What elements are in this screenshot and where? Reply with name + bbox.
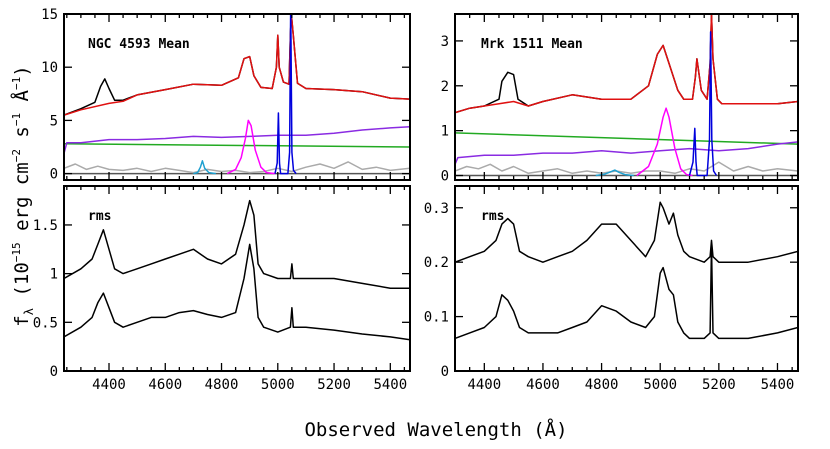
axis-frame xyxy=(63,13,411,181)
series-rms-upper xyxy=(64,199,410,289)
y-tick-label: 2 xyxy=(441,79,449,95)
series-rms-lower xyxy=(455,245,798,340)
x-tick-label: 4600 xyxy=(526,377,560,393)
x-tick-label: 5400 xyxy=(373,377,407,393)
y-axis-title: fλ (10−15 erg cm−2 s−1 Å−1) xyxy=(10,65,36,326)
series-heii xyxy=(595,169,634,177)
series-host xyxy=(64,126,410,154)
y-tick-label: 0.2 xyxy=(424,255,449,271)
x-tick-label: 4600 xyxy=(148,377,182,393)
series-hbeta xyxy=(226,119,276,175)
x-tick-label: 5200 xyxy=(317,377,351,393)
y-tick-label: 1 xyxy=(50,267,58,283)
series-model xyxy=(64,14,410,116)
y-tick-label: 0 xyxy=(441,364,449,380)
series-powerlaw xyxy=(64,143,410,148)
axis-frame xyxy=(63,185,411,372)
series-oiii xyxy=(688,31,718,177)
series-oiii xyxy=(274,14,297,175)
x-tick-label: 5200 xyxy=(702,377,736,393)
series-hbeta xyxy=(636,107,693,177)
x-tick-label: 5000 xyxy=(261,377,295,393)
x-tick-label: 5400 xyxy=(761,377,795,393)
panel-ngc-4593-mean: 0 5 10 15 NGC 4593 Mean xyxy=(41,7,411,183)
panel-label: Mrk 1511 Mean xyxy=(481,37,583,52)
panel-label: rms xyxy=(88,209,111,224)
y-tick-label: 1.5 xyxy=(33,218,58,234)
series-feii xyxy=(455,161,798,175)
panel-mrk-1511-mean: 0 1 2 3 Mrk 1511 Mean xyxy=(441,13,799,185)
x-tick-label: 4800 xyxy=(585,377,619,393)
y-tick-label: 15 xyxy=(41,7,58,23)
panel-ngc-4593-rms: 4400 4600 4800 5000 5200 5400 0 0.5 1 1.5 rms xyxy=(33,185,411,393)
y-tick-label: 0.5 xyxy=(33,315,58,331)
y-tick-label: 3 xyxy=(441,34,449,50)
axis-frame xyxy=(454,185,799,372)
series-total xyxy=(455,14,798,114)
y-tick-label: 0 xyxy=(441,169,449,185)
series-rms-lower xyxy=(64,243,410,341)
series-host xyxy=(455,141,798,165)
series-powerlaw xyxy=(455,132,798,145)
y-tick-label: 0 xyxy=(50,364,58,380)
axis-frame xyxy=(454,13,799,181)
series-rms-upper xyxy=(455,201,798,263)
y-tick-label: 1 xyxy=(441,124,449,140)
panel-mrk-1511-rms: 4400 4600 4800 5000 5200 5400 0 0.1 0.2 0.3 rms xyxy=(424,185,799,393)
x-tick-label: 5000 xyxy=(643,377,677,393)
y-tick-label: 0 xyxy=(50,167,58,183)
y-tick-label: 0.3 xyxy=(424,201,449,217)
y-tick-label: 0.1 xyxy=(424,310,449,326)
y-tick-label: 5 xyxy=(50,113,58,129)
series-feii xyxy=(64,161,410,174)
series-total xyxy=(64,14,410,116)
series-model xyxy=(455,14,798,114)
panel-label: rms xyxy=(481,209,504,224)
panel-label: NGC 4593 Mean xyxy=(88,37,190,52)
y-tick-label: 10 xyxy=(41,60,58,76)
x-tick-label: 4400 xyxy=(92,377,126,393)
x-tick-label: 4800 xyxy=(205,377,239,393)
x-tick-label: 4400 xyxy=(467,377,501,393)
x-axis-title: Observed Wavelength (Å) xyxy=(304,418,567,441)
series-heii xyxy=(193,160,217,175)
